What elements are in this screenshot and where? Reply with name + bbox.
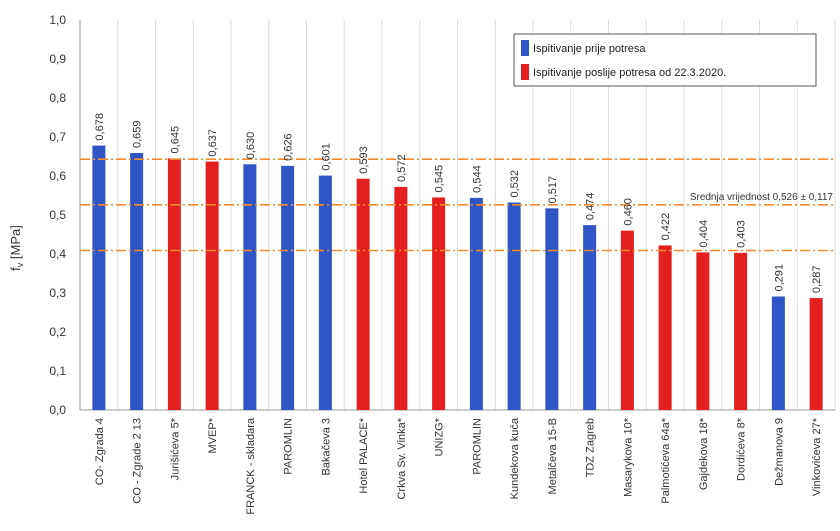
data-label: 0,601: [320, 143, 332, 171]
bar: [432, 197, 446, 410]
data-label: 0,678: [94, 113, 106, 141]
data-label: 0,545: [434, 165, 446, 193]
bar: [545, 208, 559, 410]
data-label: 0,422: [660, 213, 672, 241]
legend-box: [513, 33, 817, 87]
data-label: 0,404: [698, 220, 710, 248]
category-label: Palmotićeva 64a*: [660, 417, 672, 503]
y-axis-label-main: f: [8, 267, 23, 271]
category-label: CO - Zgrade 2 13: [132, 418, 144, 504]
y-tick-label: 0,3: [49, 286, 66, 300]
y-axis-label-unit: [MPa]: [8, 225, 23, 263]
bar: [620, 230, 634, 410]
data-label: 0,474: [585, 193, 597, 221]
category-label: PAROMLIN: [283, 418, 295, 475]
bar: [771, 296, 785, 410]
legend: Ispitivanje prije potresa Ispitivanje pos…: [513, 33, 817, 87]
legend-label: Ispitivanje prije potresa: [533, 43, 646, 55]
y-tick-label: 0,0: [49, 403, 66, 417]
category-label: Kundekova kuća: [509, 417, 521, 499]
category-label: Masarykova 10*: [622, 417, 634, 497]
bar: [92, 145, 106, 410]
data-label: 0,287: [811, 266, 823, 294]
data-label: 0,637: [207, 129, 219, 157]
bar: [318, 175, 332, 410]
category-label: CO- Zgrada 4: [94, 418, 106, 485]
y-tick-label: 0,2: [49, 325, 66, 339]
data-label: 0,659: [132, 120, 144, 148]
data-label: 0,630: [245, 132, 257, 160]
category-labels: CO- Zgrada 4 CO - Zgrade 2 13 Jurišićeva 5…: [94, 417, 823, 514]
category-label: FRANCK - skladara: [245, 417, 257, 514]
category-label: Vinkovićeva 27*: [811, 417, 823, 496]
category-label: Dordićeva 8*: [736, 417, 748, 481]
data-label: 0,626: [283, 133, 295, 161]
data-label: 0,517: [547, 176, 559, 204]
bar: [130, 152, 144, 411]
bar: [394, 186, 408, 410]
category-label: Jurišićeva 5*: [169, 417, 181, 480]
bar: [696, 252, 710, 410]
y-tick-label: 0,4: [49, 247, 66, 261]
category-label: Crkva Sv. Vinka*: [396, 417, 408, 499]
category-label: Metalčeva 15-B: [547, 418, 559, 494]
category-label: Gajdekova 18*: [698, 417, 710, 490]
bar: [507, 202, 521, 410]
data-label: 0,460: [622, 198, 634, 226]
y-axis-label-subscript: v: [15, 262, 25, 267]
y-tick-labels: 0,0 0,1 0,2 0,3 0,4 0,5 0,6 0,7 0,8 0,9 1,0: [49, 13, 66, 417]
category-label: PAROMLIN: [471, 418, 483, 475]
y-tick-label: 0,8: [49, 91, 66, 105]
data-label: 0,544: [471, 165, 483, 193]
data-label: 0,572: [396, 154, 408, 182]
legend-swatch: [521, 64, 529, 80]
y-tick-label: 1,0: [49, 13, 66, 27]
data-label: 0,532: [509, 170, 521, 198]
category-label: Bakačeva 3: [320, 418, 332, 475]
data-label: 0,291: [773, 264, 785, 292]
data-label: 0,593: [358, 146, 370, 174]
y-tick-label: 0,9: [49, 52, 66, 66]
bar: [583, 225, 597, 410]
category-label: Dežmanova 9: [773, 418, 785, 486]
y-tick-label: 0,6: [49, 169, 66, 183]
category-label: TDZ Zagreb: [585, 418, 597, 477]
legend-label: Ispitivanje poslije potresa od 22.3.2020…: [533, 67, 726, 79]
data-label: 0,403: [736, 220, 748, 248]
bar: [734, 252, 748, 410]
bar: [281, 165, 295, 410]
y-tick-label: 0,1: [49, 364, 66, 378]
y-axis-label: fv [MPa]: [8, 225, 25, 271]
data-labels: 0,678 0,659 0,645 0,637 0,630 0,626 0,601 0,593…: [94, 113, 823, 293]
y-tick-label: 0,5: [49, 208, 66, 222]
bar: [469, 197, 483, 410]
bar: [243, 164, 257, 410]
bar: [809, 298, 823, 410]
bar: [658, 245, 672, 410]
legend-swatch: [521, 40, 529, 56]
grid-lines: [79, 20, 836, 410]
reference-lines: Srednja vrijednost 0,526 ± 0,117: [80, 158, 835, 252]
y-tick-label: 0,7: [49, 130, 66, 144]
bar: [167, 158, 181, 410]
bar: [205, 161, 219, 410]
bar: [356, 178, 370, 410]
reference-line-label: Srednja vrijednost 0,526 ± 0,117: [690, 192, 834, 203]
category-label: MVEP*: [207, 417, 219, 453]
data-label: 0,645: [169, 126, 181, 154]
category-label: UNIZG*: [434, 417, 446, 456]
category-label: Hotel PALACE*: [358, 417, 370, 493]
